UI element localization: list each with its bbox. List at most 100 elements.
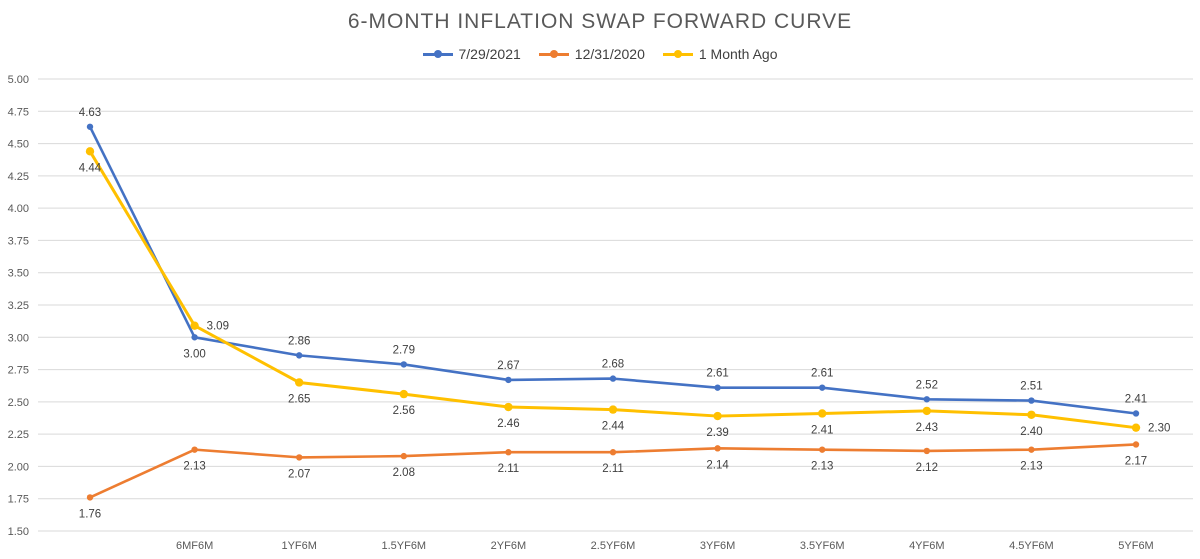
x-tick-label: 2YF6M — [491, 540, 526, 552]
data-label: 2.41 — [1125, 393, 1147, 405]
data-point — [818, 409, 827, 418]
y-tick-label: 4.00 — [8, 203, 29, 215]
y-tick-label: 1.50 — [8, 526, 29, 538]
data-point — [713, 411, 722, 421]
data-label: 2.08 — [393, 467, 415, 479]
series-line-2 — [88, 150, 1137, 430]
data-label: 2.13 — [811, 461, 833, 473]
data-label: 2.12 — [916, 462, 938, 474]
y-tick-label: 5.00 — [8, 74, 29, 86]
data-point — [505, 449, 512, 456]
legend-swatch-7-29-2021 — [422, 49, 453, 59]
data-label: 2.43 — [916, 422, 938, 434]
data-label: 4.63 — [79, 107, 101, 119]
data-point — [296, 454, 303, 461]
data-point — [86, 123, 94, 130]
x-tick-label: 1.5YF6M — [381, 540, 426, 552]
y-tick-label: 3.75 — [8, 235, 29, 247]
y-tick-label: 2.00 — [8, 461, 29, 473]
data-point — [1027, 410, 1036, 419]
data-label: 2.52 — [916, 379, 938, 391]
data-point — [85, 147, 95, 156]
data-point — [1132, 410, 1140, 417]
data-point — [505, 376, 512, 384]
data-point — [923, 447, 930, 455]
y-tick-label: 2.75 — [8, 365, 29, 377]
data-label: 2.86 — [288, 335, 310, 347]
data-label: 2.79 — [393, 344, 415, 356]
data-point — [1028, 397, 1035, 404]
legend: 7/29/2021 12/31/2020 1 Month Ago — [0, 46, 1200, 62]
x-tick-label: 3YF6M — [700, 540, 735, 552]
data-point — [1131, 423, 1141, 432]
data-point — [296, 352, 303, 359]
data-label: 2.17 — [1125, 455, 1147, 467]
data-point — [609, 449, 617, 456]
y-tick-label: 1.75 — [8, 494, 29, 506]
data-label: 2.67 — [497, 360, 519, 372]
x-tick-label: 6MF6M — [176, 540, 213, 552]
data-label: 2.61 — [811, 368, 833, 380]
data-point — [504, 402, 513, 412]
x-tick-label: 2.5YF6M — [591, 540, 636, 552]
y-tick-label: 4.25 — [8, 171, 29, 183]
data-point — [400, 361, 407, 368]
data-label: 2.39 — [706, 427, 728, 439]
data-label: 2.41 — [811, 424, 833, 436]
legend-item-7-29-2021: 7/29/2021 — [422, 46, 521, 62]
x-tick-label: 5YF6M — [1118, 540, 1153, 552]
data-label: 2.14 — [706, 459, 729, 471]
data-label: 2.30 — [1148, 423, 1170, 435]
data-label: 3.09 — [207, 321, 229, 333]
y-tick-label: 4.50 — [8, 139, 29, 151]
data-point — [295, 378, 304, 387]
x-tick-label: 4YF6M — [909, 540, 944, 552]
data-label: 2.56 — [393, 405, 415, 417]
data-point — [819, 446, 826, 453]
data-point — [714, 384, 721, 391]
data-point — [819, 384, 826, 391]
x-tick-label: 3.5YF6M — [800, 540, 845, 552]
data-point — [609, 375, 617, 382]
y-tick-label: 3.25 — [8, 300, 29, 312]
y-tick-label: 3.50 — [8, 268, 29, 280]
legend-label-1-month-ago: 1 Month Ago — [698, 46, 778, 62]
data-point — [1028, 446, 1035, 453]
data-label: 2.46 — [497, 418, 519, 430]
data-label: 2.68 — [602, 359, 624, 371]
x-tick-label: 1YF6M — [281, 540, 316, 552]
data-point — [190, 321, 199, 330]
data-point — [922, 406, 931, 416]
y-tick-label: 2.25 — [8, 429, 29, 441]
legend-item-1-month-ago: 1 Month Ago — [662, 46, 778, 62]
legend-label-7-29-2021: 7/29/2021 — [458, 46, 521, 62]
data-point — [400, 452, 407, 460]
data-label: 1.76 — [79, 508, 101, 520]
x-tick-label: 4.5YF6M — [1009, 540, 1054, 552]
data-point — [399, 389, 408, 399]
data-label: 2.51 — [1020, 381, 1042, 393]
data-label: 2.11 — [602, 463, 624, 475]
legend-swatch-12-31-2020 — [538, 49, 569, 59]
legend-item-12-31-2020: 12/31/2020 — [538, 46, 645, 62]
y-tick-label: 2.50 — [8, 397, 29, 409]
data-label: 2.07 — [288, 468, 310, 480]
data-label: 2.44 — [602, 421, 625, 433]
y-tick-label: 3.00 — [8, 332, 29, 344]
data-point — [1132, 441, 1140, 448]
data-point — [191, 446, 198, 453]
data-label: 2.65 — [288, 393, 310, 405]
data-point — [86, 494, 94, 501]
data-point — [191, 334, 198, 341]
data-label: 2.13 — [183, 461, 205, 473]
legend-swatch-1-month-ago — [662, 49, 693, 59]
chart-title: 6-MONTH INFLATION SWAP FORWARD CURVE — [347, 10, 853, 33]
data-label: 2.61 — [706, 368, 728, 380]
data-point — [923, 396, 930, 403]
data-label: 2.11 — [498, 463, 520, 475]
legend-label-12-31-2020: 12/31/2020 — [574, 46, 645, 62]
data-label: 3.00 — [183, 348, 205, 360]
y-tick-label: 4.75 — [8, 106, 29, 118]
data-label: 2.40 — [1020, 426, 1042, 438]
